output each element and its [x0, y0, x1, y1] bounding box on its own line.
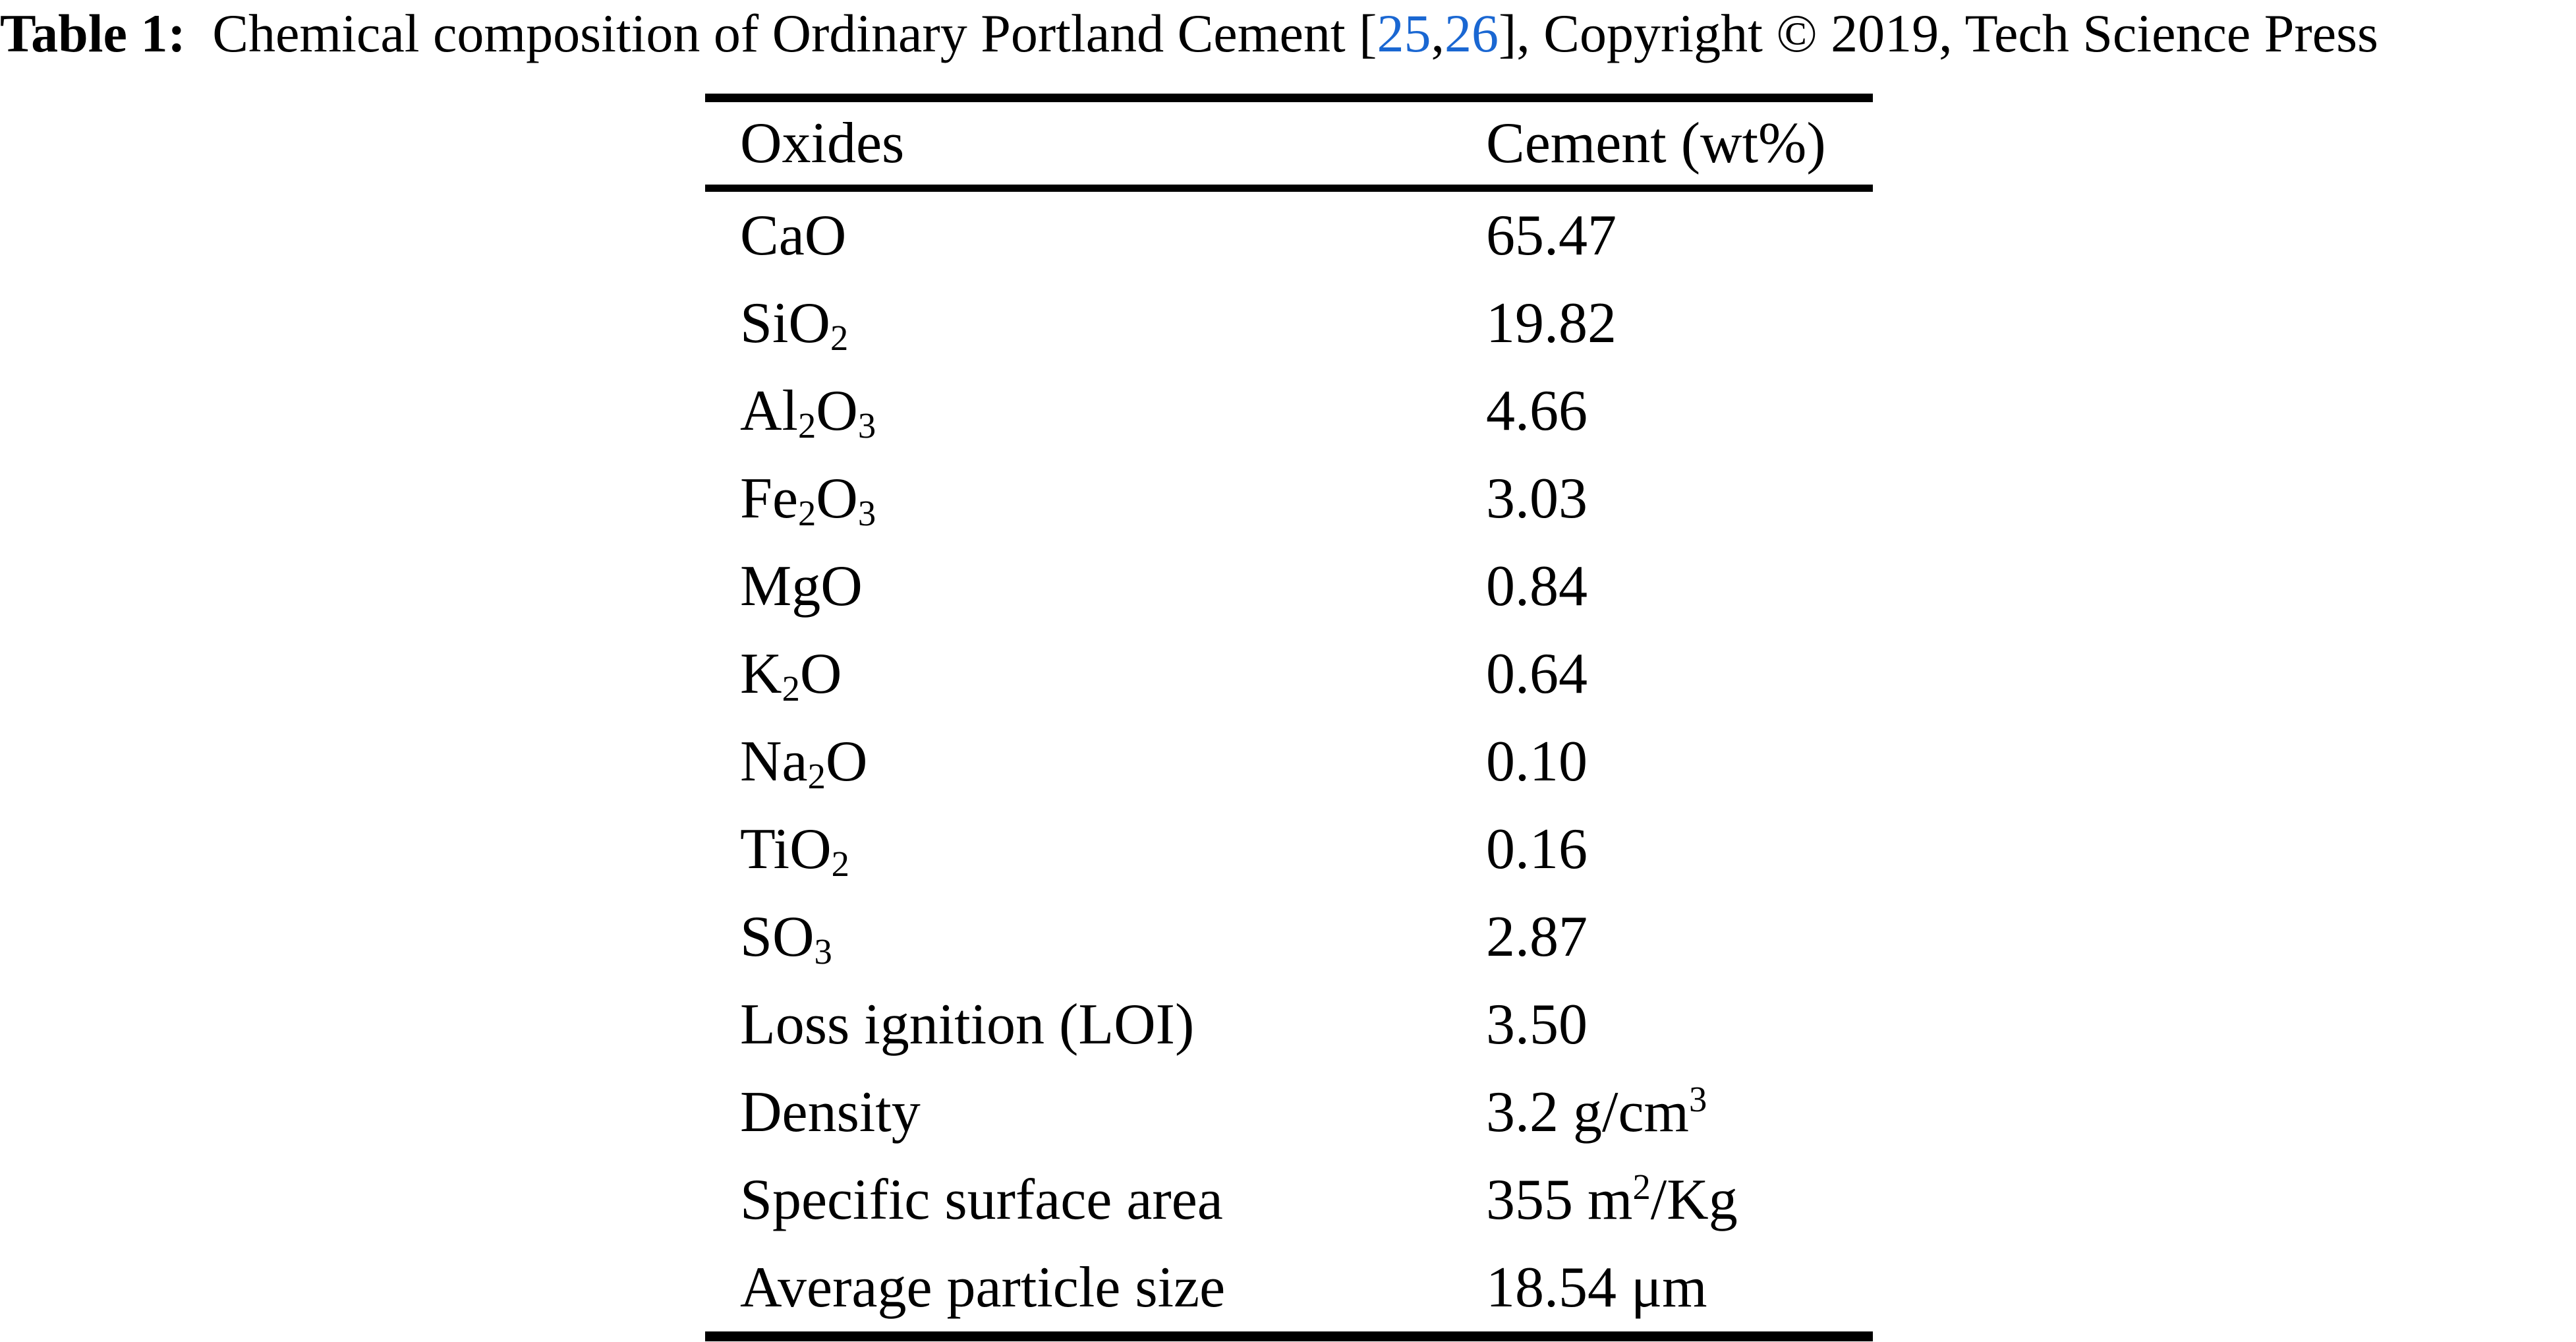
table-row: Density 3.2 g/cm3	[705, 1068, 1873, 1156]
caption-text-before: Chemical composition of Ordinary Portlan…	[198, 3, 1377, 63]
label-segment: K	[740, 642, 782, 706]
value-cell: 355 m2/Kg	[1486, 1156, 1873, 1244]
table-row: Fe2O3 3.03	[705, 455, 1873, 542]
value-segment: 0.64	[1486, 642, 1588, 706]
table-row: Al2O3 4.66	[705, 367, 1873, 455]
value-segment: 19.82	[1486, 291, 1617, 355]
table-caption: Table 1: Chemical composition of Ordinar…	[0, 3, 2576, 65]
subscript: 3	[857, 493, 876, 533]
value-cell: 18.54 μm	[1486, 1244, 1873, 1337]
oxide-cell: Fe2O3	[705, 455, 1486, 542]
table-row: TiO2 0.16	[705, 805, 1873, 893]
subscript: 2	[782, 668, 800, 709]
label-segment: Density	[740, 1080, 921, 1144]
label-segment: SO	[740, 905, 815, 969]
table-row: MgO 0.84	[705, 542, 1873, 630]
table-header: Oxides Cement (wt%)	[705, 98, 1873, 192]
label-segment: O	[799, 642, 842, 706]
superscript: 3	[1688, 1079, 1707, 1119]
table-row: Average particle size 18.54 μm	[705, 1244, 1873, 1337]
caption-text-after: ], Copyright © 2019, Tech Science Press	[1498, 3, 2378, 63]
superscript: 2	[1632, 1167, 1651, 1207]
oxide-cell: Al2O3	[705, 367, 1486, 455]
value-cell: 0.10	[1486, 718, 1873, 805]
table-row: Na2O 0.10	[705, 718, 1873, 805]
label-segment: TiO	[740, 817, 832, 881]
label-segment: O	[825, 730, 868, 794]
subscript: 2	[798, 405, 816, 446]
label-segment: Al	[740, 379, 798, 443]
citation-link-26[interactable]: 26	[1444, 3, 1499, 63]
table-body: CaO 65.47 SiO2 19.82 Al2O3 4.66 Fe2O3 3.03 MgO 0.…	[705, 189, 1873, 1337]
value-segment: 0.10	[1486, 730, 1588, 794]
oxide-cell: Na2O	[705, 718, 1486, 805]
subscript: 2	[830, 318, 849, 358]
value-cell: 0.64	[1486, 630, 1873, 718]
value-segment: 4.66	[1486, 379, 1588, 443]
header-row: Oxides Cement (wt%)	[705, 98, 1873, 192]
value-cell: 3.2 g/cm3	[1486, 1068, 1873, 1156]
value-segment: 0.84	[1486, 554, 1588, 618]
label-segment: SiO	[740, 291, 830, 355]
table-row: SiO2 19.82	[705, 279, 1873, 367]
table-row: SO3 2.87	[705, 893, 1873, 981]
oxide-cell: SO3	[705, 893, 1486, 981]
value-cell: 0.16	[1486, 805, 1873, 893]
oxide-cell: Density	[705, 1068, 1486, 1156]
caption-label: Table 1:	[0, 3, 186, 63]
value-cell: 19.82	[1486, 279, 1873, 367]
oxide-cell: SiO2	[705, 279, 1486, 367]
value-cell: 3.50	[1486, 981, 1873, 1068]
label-segment: Specific surface area	[740, 1168, 1223, 1232]
label-segment: MgO	[740, 554, 863, 618]
oxide-cell: TiO2	[705, 805, 1486, 893]
value-cell: 2.87	[1486, 893, 1873, 981]
value-segment: 2.87	[1486, 905, 1588, 969]
subscript: 2	[798, 493, 816, 533]
citation-separator: ,	[1431, 3, 1445, 63]
value-segment: 3.2 g/cm	[1486, 1080, 1689, 1144]
table-row: CaO 65.47	[705, 189, 1873, 280]
label-segment: O	[816, 467, 858, 531]
column-header-cement-wt: Cement (wt%)	[1486, 98, 1873, 192]
value-cell: 65.47	[1486, 189, 1873, 280]
value-segment: 65.47	[1486, 204, 1617, 268]
table-row: K2O 0.64	[705, 630, 1873, 718]
oxide-cell: CaO	[705, 189, 1486, 280]
oxide-cell: MgO	[705, 542, 1486, 630]
oxide-cell: K2O	[705, 630, 1486, 718]
label-segment: Loss ignition (LOI)	[740, 993, 1195, 1057]
label-segment: Fe	[740, 467, 798, 531]
table-row: Loss ignition (LOI) 3.50	[705, 981, 1873, 1068]
value-segment: 18.54 μm	[1486, 1256, 1707, 1320]
oxide-cell: Average particle size	[705, 1244, 1486, 1337]
label-segment: CaO	[740, 204, 847, 268]
subscript: 3	[814, 931, 832, 972]
value-segment: 355 m	[1486, 1168, 1633, 1232]
oxide-cell: Loss ignition (LOI)	[705, 981, 1486, 1068]
label-segment: Na	[740, 730, 808, 794]
value-cell: 0.84	[1486, 542, 1873, 630]
value-cell: 4.66	[1486, 367, 1873, 455]
subscript: 3	[857, 405, 876, 446]
label-segment: O	[816, 379, 858, 443]
value-cell: 3.03	[1486, 455, 1873, 542]
value-segment: 0.16	[1486, 817, 1588, 881]
value-segment: 3.03	[1486, 467, 1588, 531]
citation-link-25[interactable]: 25	[1377, 3, 1431, 63]
subscript: 2	[807, 756, 826, 796]
value-segment: 3.50	[1486, 993, 1588, 1057]
composition-table: Oxides Cement (wt%) CaO 65.47 SiO2 19.82 Al2…	[705, 94, 1873, 1341]
value-segment: /Kg	[1650, 1168, 1738, 1232]
column-header-oxides: Oxides	[705, 98, 1486, 192]
oxide-cell: Specific surface area	[705, 1156, 1486, 1244]
subscript: 2	[831, 844, 849, 884]
table-row: Specific surface area 355 m2/Kg	[705, 1156, 1873, 1244]
label-segment: Average particle size	[740, 1256, 1226, 1320]
